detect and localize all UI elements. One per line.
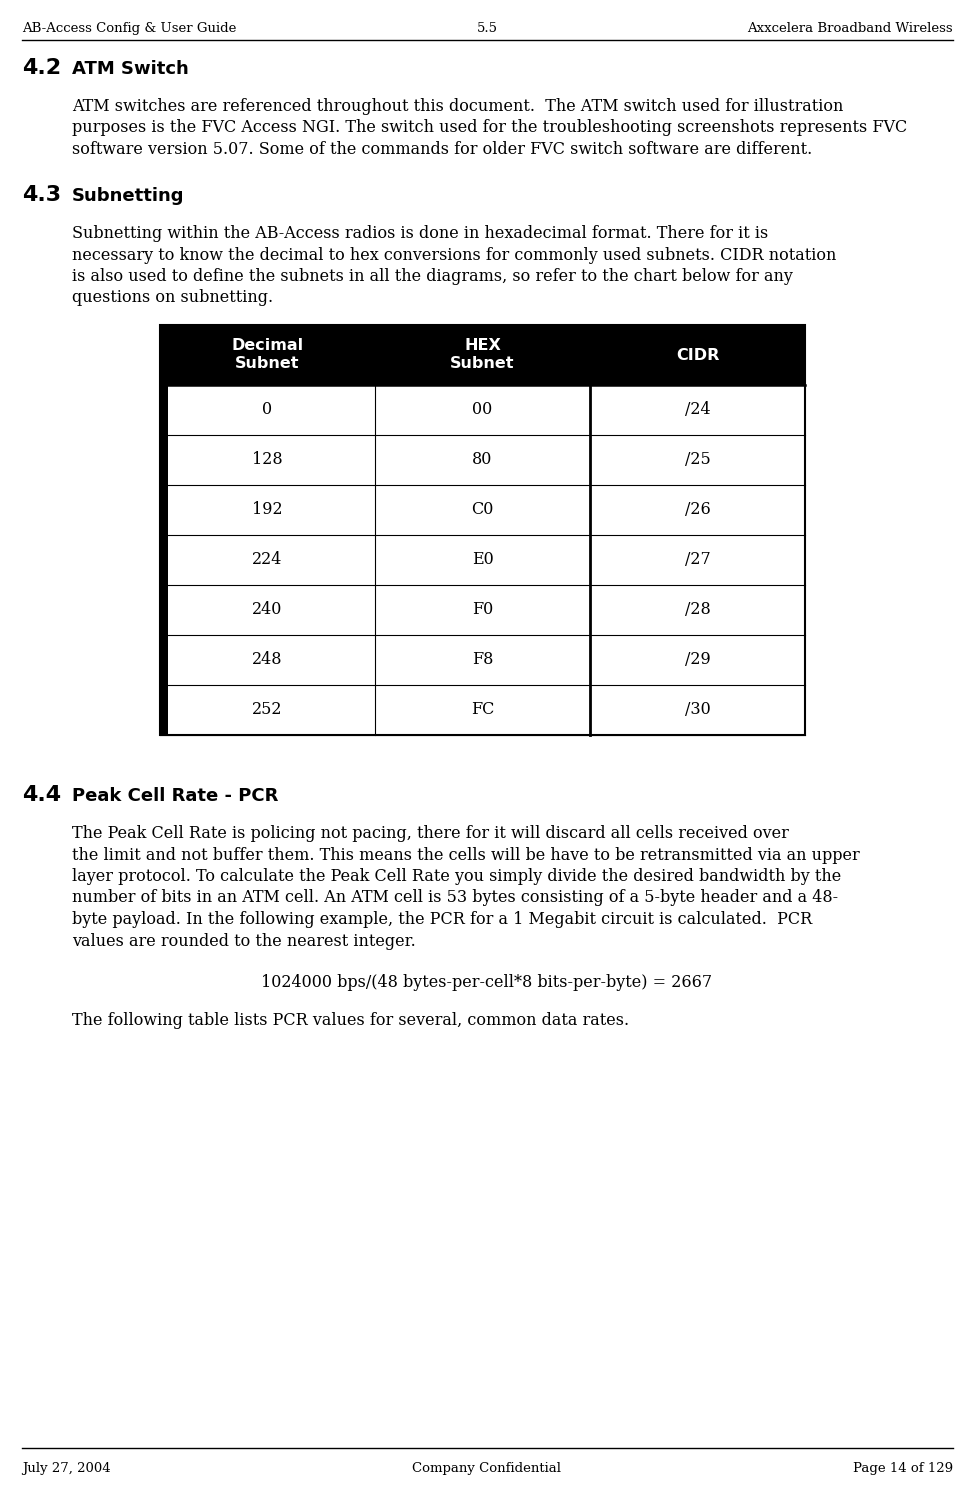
Text: 252: 252 (253, 702, 283, 719)
Text: /28: /28 (684, 602, 711, 619)
Text: /24: /24 (684, 402, 711, 418)
Text: values are rounded to the nearest integer.: values are rounded to the nearest intege… (72, 932, 415, 950)
Text: software version 5.07. Some of the commands for older FVC switch software are di: software version 5.07. Some of the comma… (72, 140, 812, 158)
Text: Subnet: Subnet (235, 356, 299, 371)
Text: layer protocol. To calculate the Peak Cell Rate you simply divide the desired ba: layer protocol. To calculate the Peak Ce… (72, 868, 841, 884)
Text: HEX: HEX (464, 339, 501, 354)
Text: 0: 0 (262, 402, 273, 418)
Text: The following table lists PCR values for several, common data rates.: The following table lists PCR values for… (72, 1011, 629, 1029)
Text: 4.3: 4.3 (22, 185, 61, 205)
Text: ATM switches are referenced throughout this document.  The ATM switch used for i: ATM switches are referenced throughout t… (72, 99, 843, 115)
Text: Subnetting within the AB-Access radios is done in hexadecimal format. There for : Subnetting within the AB-Access radios i… (72, 226, 768, 242)
Bar (160, 326, 805, 385)
Text: 80: 80 (472, 451, 492, 469)
Text: 1024000 bps/(48 bytes-per-cell*8 bits-per-byte) = 2667: 1024000 bps/(48 bytes-per-cell*8 bits-pe… (261, 974, 713, 991)
Bar (160, 326, 805, 735)
Text: Decimal: Decimal (231, 339, 303, 354)
Text: July 27, 2004: July 27, 2004 (22, 1463, 110, 1475)
Text: 00: 00 (472, 402, 492, 418)
Text: 4.2: 4.2 (22, 58, 61, 78)
Text: /30: /30 (684, 702, 711, 719)
Text: number of bits in an ATM cell. An ATM cell is 53 bytes consisting of a 5-byte he: number of bits in an ATM cell. An ATM ce… (72, 889, 838, 907)
Text: questions on subnetting.: questions on subnetting. (72, 290, 273, 306)
Text: Subnet: Subnet (450, 356, 515, 371)
Text: CIDR: CIDR (676, 348, 720, 363)
Text: F8: F8 (472, 651, 493, 668)
Text: 4.4: 4.4 (22, 784, 61, 805)
Text: byte payload. In the following example, the PCR for a 1 Megabit circuit is calcu: byte payload. In the following example, … (72, 911, 812, 928)
Text: F0: F0 (472, 602, 493, 619)
Text: 128: 128 (253, 451, 283, 469)
Text: is also used to define the subnets in all the diagrams, so refer to the chart be: is also used to define the subnets in al… (72, 267, 793, 285)
Text: /29: /29 (684, 651, 711, 668)
Text: purposes is the FVC Access NGI. The switch used for the troubleshooting screensh: purposes is the FVC Access NGI. The swit… (72, 120, 908, 136)
Text: 5.5: 5.5 (477, 22, 497, 34)
Text: the limit and not buffer them. This means the cells will be have to be retransmi: the limit and not buffer them. This mean… (72, 847, 860, 864)
Bar (160, 326, 168, 735)
Text: Page 14 of 129: Page 14 of 129 (853, 1463, 953, 1475)
Text: /25: /25 (684, 451, 711, 469)
Text: /26: /26 (684, 502, 711, 518)
Text: necessary to know the decimal to hex conversions for commonly used subnets. CIDR: necessary to know the decimal to hex con… (72, 247, 837, 263)
Text: The Peak Cell Rate is policing not pacing, there for it will discard all cells r: The Peak Cell Rate is policing not pacin… (72, 825, 789, 843)
Bar (160, 385, 805, 735)
Text: 240: 240 (253, 602, 283, 619)
Text: C0: C0 (471, 502, 493, 518)
Text: 192: 192 (253, 502, 283, 518)
Text: Company Confidential: Company Confidential (412, 1463, 562, 1475)
Text: Axxcelera Broadband Wireless: Axxcelera Broadband Wireless (748, 22, 953, 34)
Text: E0: E0 (472, 551, 493, 569)
Text: ATM Switch: ATM Switch (72, 60, 189, 78)
Text: /27: /27 (684, 551, 711, 569)
Text: AB-Access Config & User Guide: AB-Access Config & User Guide (22, 22, 236, 34)
Text: Subnetting: Subnetting (72, 187, 184, 205)
Text: FC: FC (471, 702, 494, 719)
Text: 248: 248 (253, 651, 283, 668)
Text: Peak Cell Rate - PCR: Peak Cell Rate - PCR (72, 787, 279, 805)
Text: 224: 224 (253, 551, 283, 569)
